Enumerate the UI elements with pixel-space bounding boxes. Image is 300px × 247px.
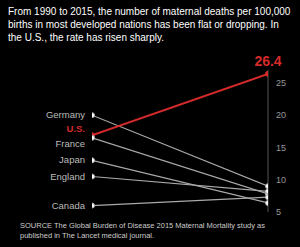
- svg-text:Canada: Canada: [52, 200, 86, 211]
- svg-text:10: 10: [276, 175, 286, 185]
- svg-text:15: 15: [276, 143, 286, 153]
- svg-text:U.S.: U.S.: [67, 123, 85, 134]
- svg-text:England: England: [50, 171, 85, 182]
- svg-text:26.4: 26.4: [254, 53, 281, 69]
- html-text:From 1990 to 2015, the number: From 1990 to 2015, the number of materna…: [8, 6, 291, 43]
- svg-text:Japan: Japan: [59, 154, 85, 165]
- svg-text:5: 5: [276, 207, 281, 217]
- svg-text:25: 25: [276, 78, 286, 88]
- svg-text:20: 20: [276, 110, 286, 120]
- svg-text:France: France: [55, 138, 85, 149]
- html-text:SOURCE The Global Burden of Di: SOURCE The Global Burden of Disease 2015…: [20, 221, 265, 240]
- svg-text:Germany: Germany: [46, 109, 85, 120]
